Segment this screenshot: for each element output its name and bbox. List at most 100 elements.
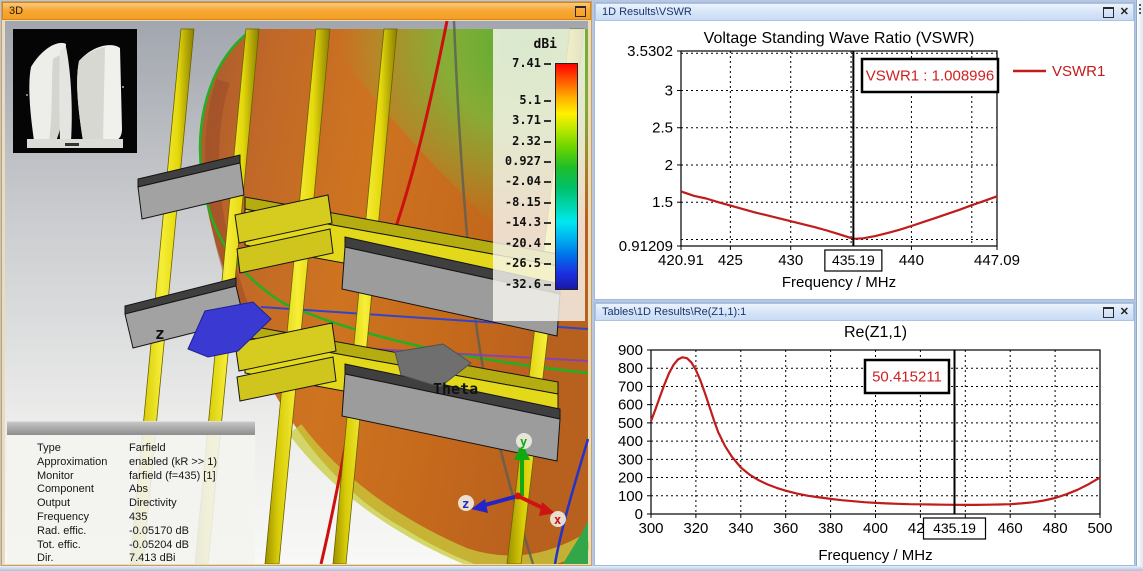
- y-tick-label: 2.5: [652, 120, 673, 137]
- vswr-chart[interactable]: 420.91 425 430 440 447.09 3.5302 3 2.5 2 1.5 0.912…: [596, 21, 1135, 300]
- info-label: Output: [37, 497, 71, 510]
- info-value: 7.413 dBi: [129, 552, 176, 564]
- rez-chart-area[interactable]: 3003203403603804004204404604805009008007…: [596, 321, 1133, 564]
- triad-z-label: z: [462, 497, 469, 511]
- farfield-info-overlay: Type Farfield Approximation enabled (kR >> …: [7, 421, 255, 564]
- plot-frame: [680, 50, 998, 247]
- z-axis-label: z: [155, 324, 165, 343]
- vswr-chart-area[interactable]: 420.91 425 430 440 447.09 3.5302 3 2.5 2 1.5 0.912…: [596, 21, 1133, 298]
- y-tick-label: 500: [618, 415, 643, 432]
- close-icon[interactable]: ✕: [1119, 6, 1129, 18]
- info-label: Component: [37, 483, 94, 496]
- x-tick-label: 430: [778, 252, 803, 269]
- info-value: 435: [129, 510, 148, 523]
- chart-title: Re(Z1,1): [844, 324, 907, 341]
- farfield-info-row: Type Farfield: [7, 441, 255, 455]
- green-corner-wedge: [563, 521, 588, 564]
- x-tick-label: 420.91: [658, 252, 704, 269]
- rez-chart[interactable]: 3003203403603804004204404604805009008007…: [596, 321, 1135, 566]
- info-value: -0.05204 dB: [129, 538, 189, 551]
- farfield-info-header: [7, 421, 255, 435]
- rez-panel-title: Tables\1D Results\Re(Z1,1):1: [602, 306, 747, 318]
- structure-preview-image: [13, 29, 137, 153]
- x-tick-label: 380: [818, 520, 843, 537]
- circle-blue-corner: [553, 438, 589, 564]
- annotation-box: [863, 358, 951, 395]
- collapsed-panel-splitter[interactable]: [1136, 0, 1143, 566]
- vswr-panel-title: 1D Results\VSWR: [602, 6, 692, 18]
- series-VSWR1: [680, 190, 998, 240]
- rez-result-panel: Tables\1D Results\Re(Z1,1):1 ✕ 300 320 340…: [594, 302, 1135, 566]
- x-tick-label: 440: [899, 252, 924, 269]
- annotation-value: VSWR1 : 1.008996: [866, 68, 994, 85]
- coordinate-triad: y z x: [458, 433, 566, 527]
- theta-label: Theta: [433, 380, 478, 398]
- window-bottom-edge: [0, 566, 1143, 571]
- y-tick-label: 100: [618, 488, 643, 505]
- 3d-panel-titlebar[interactable]: 3D: [2, 2, 591, 20]
- marker-value: 435.19: [832, 252, 875, 268]
- info-label: Type: [37, 442, 61, 454]
- x-tick-label: 447.09: [974, 252, 1020, 269]
- farfield-info-row: Frequency 435: [7, 510, 255, 524]
- y-tick-label: 800: [618, 360, 643, 377]
- close-icon[interactable]: ✕: [1119, 306, 1129, 318]
- triad-x-label: x: [554, 513, 561, 527]
- x-tick-label: 500: [1087, 520, 1112, 537]
- info-value: -0.05170 dB: [129, 524, 189, 537]
- structure-preview-inset: [13, 29, 137, 153]
- colorbar-title: dBi: [533, 37, 557, 52]
- y-tick-label: 600: [618, 397, 643, 414]
- info-value: Abs: [129, 483, 148, 496]
- x-axis-label: Frequency / MHz: [818, 547, 932, 564]
- farfield-info-row: Component Abs: [7, 482, 255, 496]
- 3d-viewport[interactable]: z Theta y z: [4, 21, 589, 564]
- farfield-info-row: Dir. 7.413 dBi: [7, 551, 255, 564]
- 3d-panel-title: 3D: [9, 5, 24, 17]
- series-Re(Z1,1): [649, 356, 1101, 506]
- y-tick-label: 3: [665, 82, 673, 99]
- y-tick-label: 900: [618, 342, 643, 359]
- maximize-icon[interactable]: [575, 5, 586, 17]
- info-label: Monitor: [37, 469, 74, 482]
- y-tick-label: 0.91209: [619, 238, 673, 255]
- farfield-info-row: Rad. effic. -0.05170 dB: [7, 524, 255, 538]
- vswr-panel-titlebar[interactable]: 1D Results\VSWR ✕: [595, 3, 1134, 21]
- info-label: Tot. effic.: [37, 538, 81, 551]
- x-tick-label: 340: [728, 520, 753, 537]
- triad-y-label: y: [520, 435, 527, 449]
- x-axis-label: Frequency / MHz: [782, 274, 896, 291]
- x-tick-label: 320: [683, 520, 708, 537]
- x-tick-label: 400: [863, 520, 888, 537]
- theta-arrow: [394, 343, 472, 388]
- x-tick-label: 360: [773, 520, 798, 537]
- farfield-rim-yellow: [288, 424, 589, 564]
- x-tick-label: 480: [1043, 520, 1068, 537]
- grip-dots-icon: [1139, 4, 1141, 6]
- y-tick-label: 0: [635, 506, 643, 523]
- farfield-info-row: Monitor farfield (f=435) [1]: [7, 469, 255, 483]
- info-label: Rad. effic.: [37, 524, 87, 537]
- annotation-box: [860, 57, 1000, 94]
- maximize-icon[interactable]: [1102, 306, 1114, 318]
- marker-value: 435.19: [933, 520, 976, 536]
- annotation-value: 50.415211: [872, 369, 942, 386]
- z-arrow-cone: [187, 301, 272, 358]
- farfield-info-row: Output Directivity: [7, 496, 255, 510]
- legend-label: VSWR1: [1052, 63, 1105, 80]
- y-tick-label: 700: [618, 378, 643, 395]
- info-value: enabled (kR >> 1): [129, 455, 218, 468]
- info-label: Frequency: [37, 510, 89, 523]
- y-tick-label: 2: [665, 157, 673, 174]
- x-tick-label: 460: [998, 520, 1023, 537]
- rez-panel-titlebar[interactable]: Tables\1D Results\Re(Z1,1):1 ✕: [595, 303, 1134, 321]
- maximize-icon[interactable]: [1102, 6, 1114, 18]
- info-value: Farfield: [129, 442, 166, 454]
- info-label: Dir.: [37, 552, 54, 564]
- colorbar-gradient: [555, 63, 578, 290]
- marker-value-box: [824, 249, 883, 272]
- x-tick-label: 300: [638, 520, 663, 537]
- y-tick-label: 200: [618, 470, 643, 487]
- y-tick-label: 400: [618, 433, 643, 450]
